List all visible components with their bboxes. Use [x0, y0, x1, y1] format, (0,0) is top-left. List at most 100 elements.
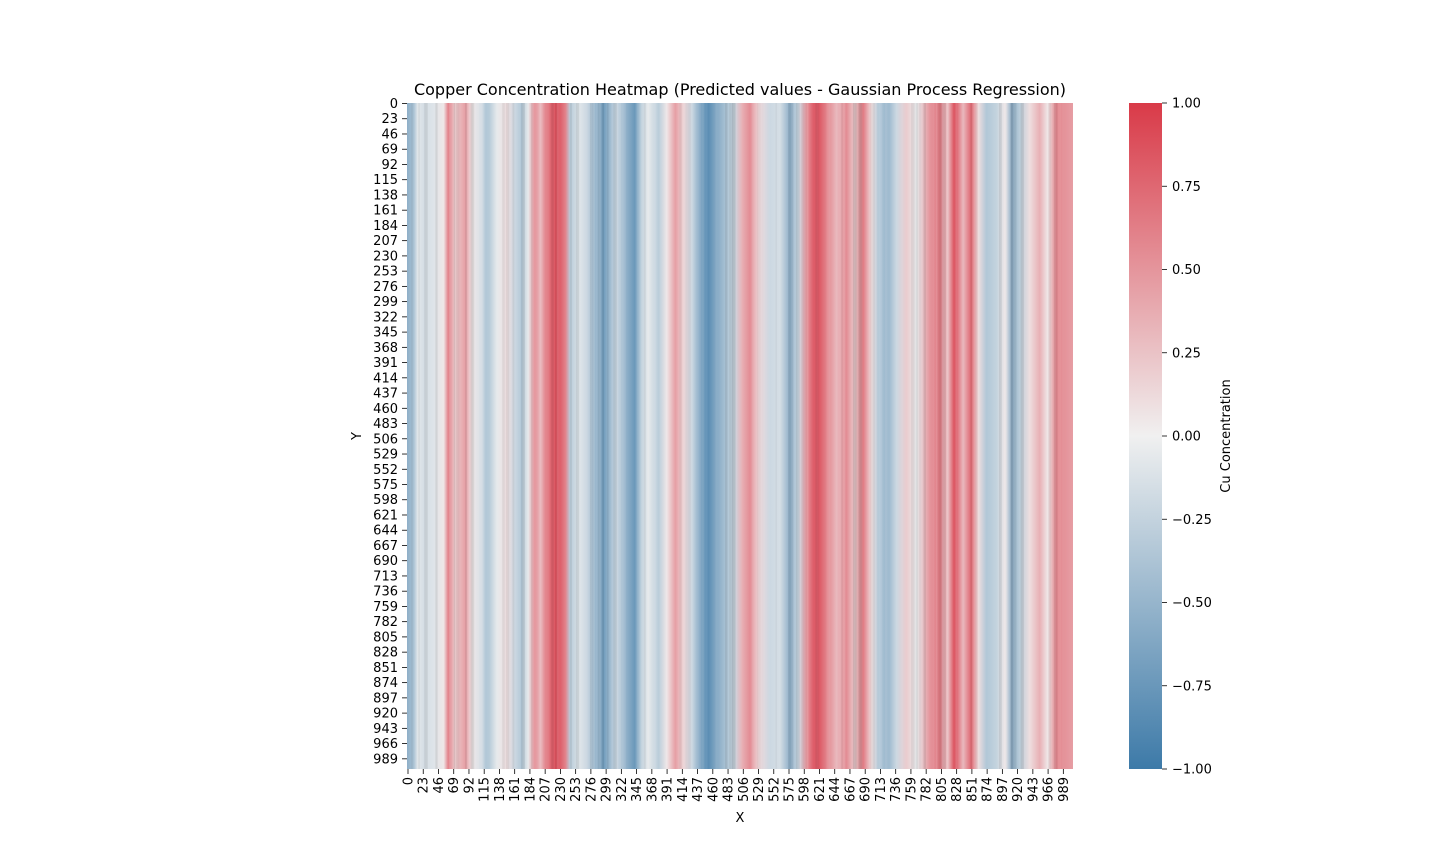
texture-streak: [775, 103, 777, 769]
y-tick-label: 207: [373, 234, 398, 249]
y-tick-label: 713: [373, 569, 398, 584]
y-tick-label: 368: [373, 341, 398, 356]
texture-streak: [732, 103, 736, 769]
texture-streak: [942, 103, 945, 769]
texture-streak: [552, 103, 555, 769]
x-tick-label: 667: [843, 777, 858, 802]
texture-streak: [970, 103, 973, 769]
texture-streak: [1010, 103, 1013, 769]
x-tick-label: 690: [859, 777, 874, 802]
texture-streak: [456, 103, 460, 769]
texture-streak: [619, 103, 621, 769]
y-tick-label: 966: [373, 737, 398, 752]
texture-streak: [653, 103, 657, 769]
texture-streak: [852, 103, 857, 769]
y-tick-label: 690: [373, 554, 398, 569]
y-tick-label: 667: [373, 539, 398, 554]
texture-streak: [885, 103, 888, 769]
x-tick-label: 69: [447, 777, 462, 794]
x-tick-label: 299: [600, 777, 615, 802]
texture-streak: [551, 103, 554, 769]
texture-streak: [807, 103, 809, 769]
texture-streak: [1010, 103, 1014, 769]
texture-streak: [861, 103, 863, 769]
texture-streak: [815, 103, 819, 769]
texture-streak: [916, 103, 918, 769]
texture-streak: [873, 103, 875, 769]
texture-streak: [697, 103, 701, 769]
texture-streak: [816, 103, 819, 769]
x-tick-label: 460: [706, 777, 721, 802]
texture-streak: [486, 103, 489, 769]
texture-streak: [575, 103, 580, 769]
x-tick-label: 552: [767, 777, 782, 802]
texture-streak: [556, 103, 561, 769]
y-tick-label: 437: [373, 387, 398, 402]
stripe-overlay: [418, 103, 1061, 769]
colorbar-tick-label: 0.00: [1172, 430, 1201, 445]
texture-streak: [1020, 103, 1024, 769]
texture-streak: [598, 103, 603, 769]
texture-streak: [839, 103, 842, 769]
texture-streak: [518, 103, 520, 769]
y-tick-label: 874: [373, 676, 398, 691]
x-tick-label: 644: [828, 777, 843, 802]
texture-streak: [576, 103, 579, 769]
texture-streak: [841, 103, 843, 769]
texture-streak: [465, 103, 467, 769]
y-tick-label: 920: [373, 707, 398, 722]
y-tick-label: 391: [373, 356, 398, 371]
texture-streak: [975, 103, 978, 769]
x-tick-label: 575: [783, 777, 798, 802]
texture-streak: [477, 103, 479, 769]
texture-streak: [752, 103, 756, 769]
texture-streak: [531, 103, 533, 769]
y-tick-label: 621: [373, 508, 398, 523]
x-tick-label: 736: [889, 777, 904, 802]
texture-streak: [575, 103, 576, 769]
texture-streak: [597, 103, 600, 769]
texture-streak: [521, 103, 525, 769]
texture-streak: [919, 103, 921, 769]
texture-streak: [715, 103, 718, 769]
texture-streak: [763, 103, 764, 769]
texture-streak: [643, 103, 646, 769]
texture-streak: [613, 103, 617, 769]
texture-streak: [555, 103, 558, 769]
x-axis-ticks: 0 23 46 69 92 115 138 161 184 207 230 253 276 299 322 3…: [402, 769, 1072, 802]
texture-streak: [539, 103, 543, 769]
y-tick-label: 828: [373, 646, 398, 661]
y-axis-label: Y: [350, 432, 365, 441]
texture-streak: [853, 103, 857, 769]
texture-streak: [901, 103, 903, 769]
y-tick-label: 414: [373, 371, 398, 386]
y-tick-label: 552: [373, 463, 398, 478]
colorbar-tick-label: −0.75: [1172, 679, 1212, 694]
x-tick-label: 391: [661, 777, 676, 802]
texture-streak: [592, 103, 594, 769]
x-tick-label: 483: [722, 777, 737, 802]
texture-streak: [1006, 103, 1008, 769]
texture-streak: [595, 103, 599, 769]
texture-streak: [502, 103, 505, 769]
texture-streak: [703, 103, 705, 769]
texture-streak: [1056, 103, 1058, 769]
texture-streak: [607, 103, 609, 769]
texture-streak: [941, 103, 946, 769]
x-tick-label: 759: [904, 777, 919, 802]
x-tick-label: 529: [752, 777, 767, 802]
texture-streak: [943, 103, 945, 769]
colorbar-tick-label: −0.25: [1172, 513, 1212, 528]
y-tick-label: 644: [373, 524, 398, 539]
texture-streak: [636, 103, 638, 769]
texture-streak: [1048, 103, 1051, 769]
y-tick-label: 805: [373, 630, 398, 645]
texture-streak: [505, 103, 510, 769]
x-tick-label: 322: [615, 777, 630, 802]
x-tick-label: 46: [432, 777, 447, 794]
x-tick-label: 966: [1042, 777, 1057, 802]
texture-streak: [805, 103, 807, 769]
y-tick-label: 575: [373, 478, 398, 493]
x-tick-label: 437: [691, 777, 706, 802]
